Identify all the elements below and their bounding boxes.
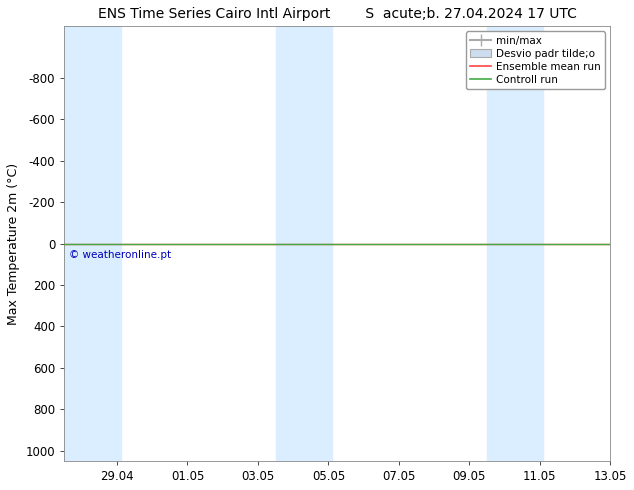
Bar bbox=[64, 26, 120, 461]
Y-axis label: Max Temperature 2m (°C): Max Temperature 2m (°C) bbox=[7, 163, 20, 325]
Bar bbox=[487, 26, 543, 461]
Bar bbox=[276, 26, 332, 461]
Legend: min/max, Desvio padr tilde;o, Ensemble mean run, Controll run: min/max, Desvio padr tilde;o, Ensemble m… bbox=[466, 31, 605, 89]
Text: © weatheronline.pt: © weatheronline.pt bbox=[70, 250, 172, 260]
Title: ENS Time Series Cairo Intl Airport        S  acute;b. 27.04.2024 17 UTC: ENS Time Series Cairo Intl Airport S acu… bbox=[98, 7, 577, 21]
